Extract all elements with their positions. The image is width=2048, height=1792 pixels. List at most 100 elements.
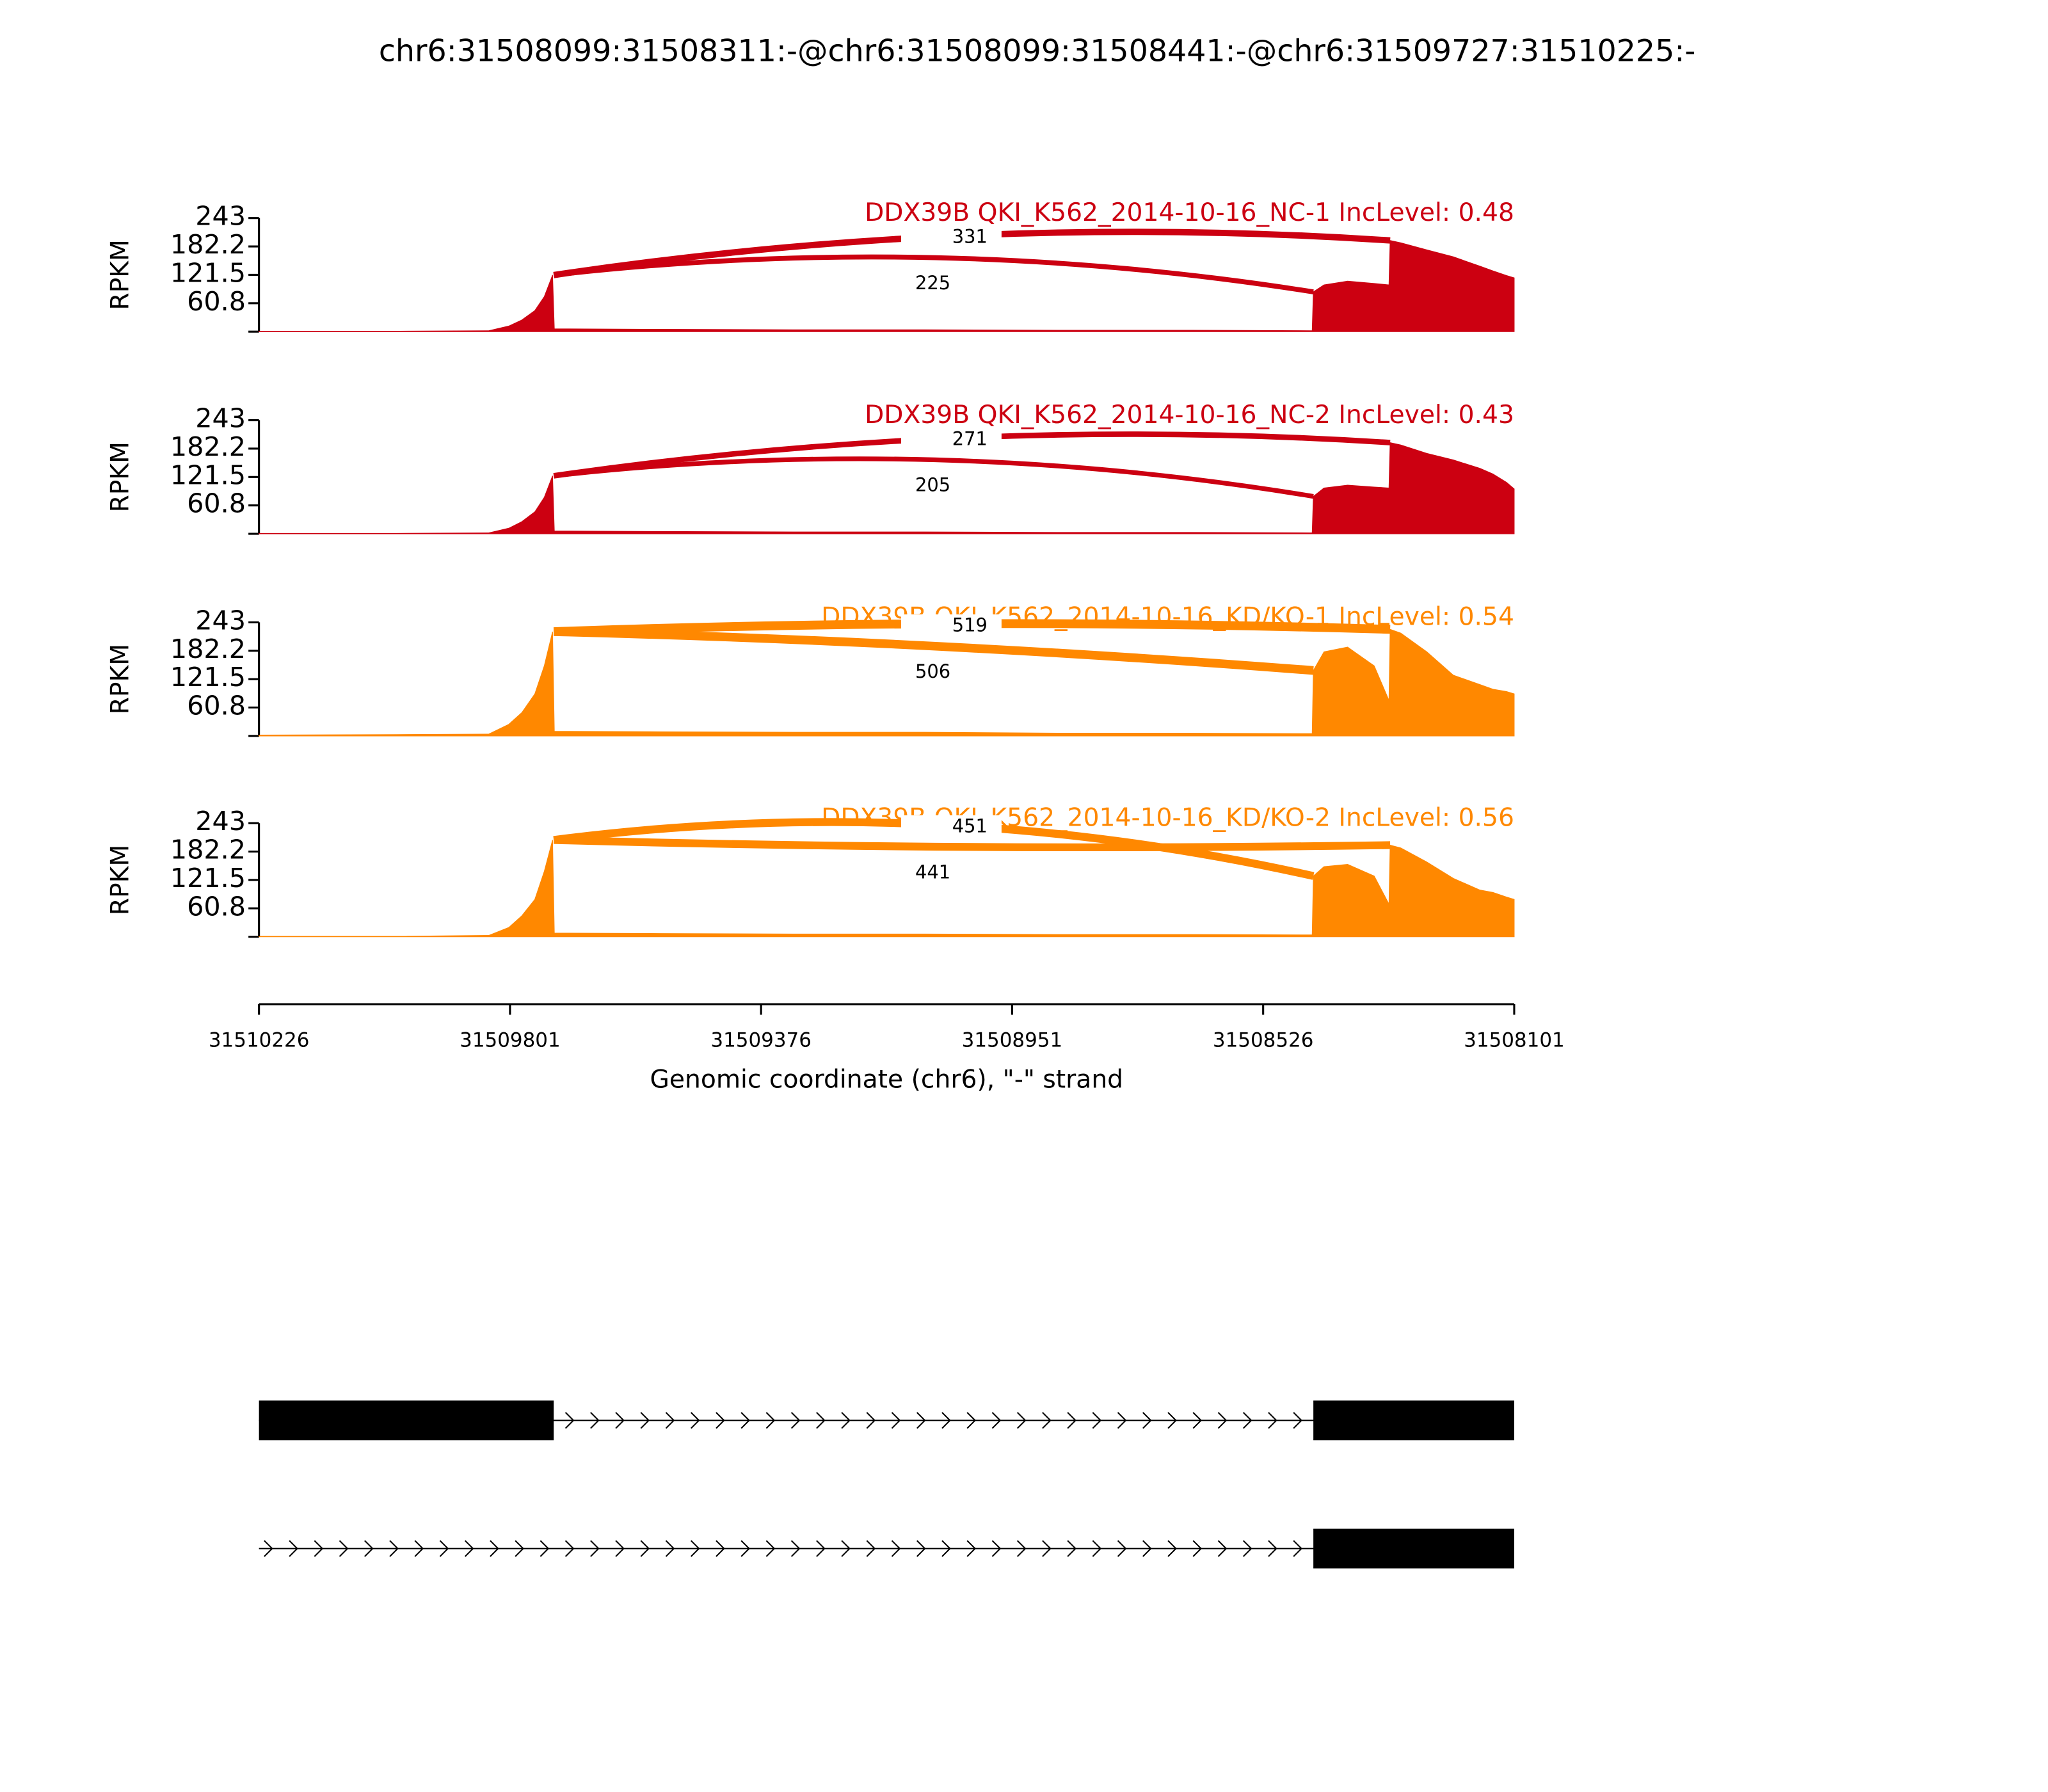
strand-chevron bbox=[716, 1540, 725, 1557]
strand-chevron bbox=[765, 1540, 776, 1557]
strand-chevron bbox=[891, 1540, 901, 1557]
strand-chevron bbox=[866, 1412, 876, 1429]
x-axis-label: Genomic coordinate (chr6), "-" strand bbox=[650, 1065, 1123, 1094]
junction-arc bbox=[554, 627, 1314, 675]
strand-chevron bbox=[640, 1412, 650, 1429]
strand-chevron bbox=[716, 1412, 725, 1429]
y-tick-label: 121.5 bbox=[170, 662, 246, 692]
strand-chevron bbox=[1293, 1540, 1303, 1557]
strand-chevron bbox=[1293, 1412, 1303, 1429]
y-tick-label: 60.8 bbox=[187, 891, 246, 922]
junction-label: 506 bbox=[915, 660, 950, 682]
junction-label-bg bbox=[901, 474, 1002, 499]
strand-chevron bbox=[1142, 1412, 1152, 1429]
junction-label: 225 bbox=[915, 272, 950, 294]
x-tick-label: 31509801 bbox=[460, 1028, 561, 1052]
strand-chevron bbox=[264, 1540, 273, 1557]
strand-chevron bbox=[941, 1412, 951, 1429]
strand-chevron bbox=[991, 1412, 1002, 1429]
chart-title: chr6:31508099:31508311:-@chr6:31508099:3… bbox=[379, 34, 1696, 69]
coverage-area bbox=[259, 628, 1515, 737]
strand-chevron bbox=[414, 1540, 424, 1557]
strand-chevron bbox=[464, 1540, 474, 1557]
exon bbox=[1313, 1400, 1514, 1441]
strand-chevron bbox=[841, 1412, 851, 1429]
strand-chevron bbox=[564, 1412, 575, 1429]
strand-chevron bbox=[564, 1540, 575, 1557]
junction-arc bbox=[553, 254, 1314, 294]
junction-label-bg bbox=[901, 272, 1002, 296]
coverage-area bbox=[259, 840, 1515, 938]
strand-chevron bbox=[490, 1540, 499, 1557]
x-tick-label: 31509376 bbox=[710, 1028, 812, 1052]
junction-label: 441 bbox=[915, 861, 950, 883]
strand-chevron bbox=[1242, 1540, 1252, 1557]
strand-chevron bbox=[866, 1540, 876, 1557]
strand-chevron bbox=[691, 1412, 700, 1429]
strand-chevron bbox=[991, 1540, 1002, 1557]
coverage-area bbox=[259, 442, 1515, 534]
junction-label-bg bbox=[901, 428, 1002, 452]
x-tick-label: 31510226 bbox=[209, 1028, 310, 1052]
strand-chevron bbox=[740, 1540, 751, 1557]
strand-chevron bbox=[1117, 1540, 1127, 1557]
junction-label: 205 bbox=[915, 474, 950, 496]
x-tick-label: 31508526 bbox=[1213, 1028, 1314, 1052]
strand-chevron bbox=[966, 1412, 977, 1429]
junction-label: 451 bbox=[952, 815, 988, 836]
strand-chevron bbox=[615, 1412, 625, 1429]
strand-chevron bbox=[1067, 1540, 1076, 1557]
strand-chevron bbox=[941, 1540, 951, 1557]
strand-chevron bbox=[916, 1412, 926, 1429]
junction-label: 331 bbox=[952, 226, 988, 248]
y-tick-label: 182.2 bbox=[170, 835, 246, 865]
strand-chevron bbox=[691, 1540, 700, 1557]
strand-chevron bbox=[1092, 1540, 1102, 1557]
junction-label: 519 bbox=[952, 614, 988, 636]
strand-chevron bbox=[841, 1540, 851, 1557]
strand-chevron bbox=[1268, 1540, 1277, 1557]
strand-chevron bbox=[1042, 1540, 1052, 1557]
strand-chevron bbox=[540, 1540, 550, 1557]
strand-chevron bbox=[790, 1540, 801, 1557]
strand-chevron bbox=[665, 1412, 675, 1429]
y-tick-label: 182.2 bbox=[170, 431, 246, 462]
exon bbox=[1313, 1528, 1514, 1569]
coverage-area bbox=[259, 240, 1515, 332]
strand-chevron bbox=[364, 1540, 374, 1557]
strand-chevron bbox=[1142, 1540, 1152, 1557]
strand-chevron bbox=[1117, 1412, 1127, 1429]
strand-chevron bbox=[665, 1540, 675, 1557]
y-tick-label: 121.5 bbox=[170, 863, 246, 893]
junction-arc bbox=[554, 836, 1391, 852]
strand-chevron bbox=[816, 1412, 826, 1429]
strand-chevron bbox=[1167, 1540, 1177, 1557]
x-tick-label: 31508101 bbox=[1464, 1028, 1565, 1052]
strand-chevron bbox=[1217, 1412, 1228, 1429]
strand-chevron bbox=[1067, 1412, 1076, 1429]
y-tick-label: 60.8 bbox=[187, 286, 246, 317]
y-tick-label: 243 bbox=[195, 403, 246, 434]
y-axis-label: RPKM bbox=[106, 442, 134, 512]
strand-chevron bbox=[1042, 1412, 1052, 1429]
panel-title: DDX39B QKI_K562_2014-10-16_NC-2 IncLevel… bbox=[865, 401, 1514, 429]
y-tick-label: 243 bbox=[195, 806, 246, 836]
junction-label-bg bbox=[901, 660, 1002, 685]
strand-chevron bbox=[389, 1540, 399, 1557]
junction-label: 271 bbox=[952, 428, 988, 449]
y-tick-label: 182.2 bbox=[170, 634, 246, 664]
strand-chevron bbox=[765, 1412, 776, 1429]
strand-chevron bbox=[590, 1412, 600, 1429]
strand-chevron bbox=[1016, 1412, 1027, 1429]
strand-chevron bbox=[339, 1540, 349, 1557]
y-axis-label: RPKM bbox=[106, 239, 134, 310]
y-axis-label: RPKM bbox=[106, 644, 134, 714]
strand-chevron bbox=[1167, 1412, 1177, 1429]
strand-chevron bbox=[1217, 1540, 1228, 1557]
junction-label-bg bbox=[901, 614, 1002, 639]
strand-chevron bbox=[790, 1412, 801, 1429]
junction-arc bbox=[553, 456, 1314, 499]
y-axis-label: RPKM bbox=[106, 845, 134, 915]
